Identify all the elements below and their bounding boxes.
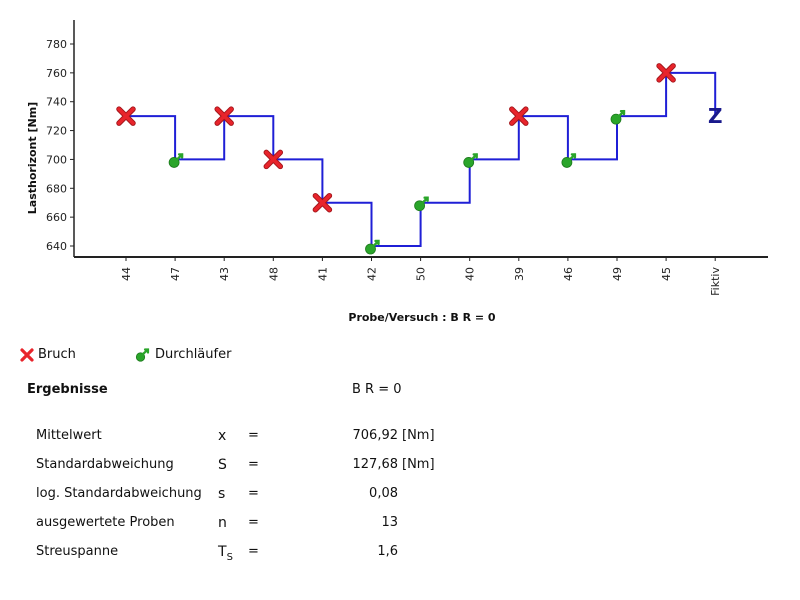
series-markers: Z: [116, 63, 723, 255]
x-axis-title: Probe/Versuch : B R = 0: [348, 311, 496, 324]
x-tick-label: 41: [316, 267, 329, 281]
result-unit: [Nm]: [402, 428, 435, 443]
fiktiv-z-marker: Z: [708, 104, 723, 128]
legend-item-bruch: Bruch: [20, 347, 76, 362]
series-line: [126, 71, 717, 247]
y-axis-title: Lasthorizont [Nm]: [26, 102, 39, 214]
durchlaeufer-marker: [561, 153, 577, 168]
durchlaeufer-marker: [463, 153, 478, 168]
x-tick-label: 39: [513, 267, 526, 281]
y-tick-label: 680: [46, 182, 67, 195]
x-tick-label: 42: [366, 267, 379, 281]
durchlaeufer-marker: [414, 196, 429, 212]
result-equals: =: [248, 486, 259, 501]
result-label: ausgewertete Proben: [36, 515, 175, 530]
x-tick-label: Fiktiv: [709, 267, 722, 296]
legend-label-durchlaeufer: Durchläufer: [155, 347, 232, 362]
x-tick-label: 50: [415, 267, 428, 281]
x-tick-label: 43: [218, 267, 231, 281]
bruch-marker: [116, 106, 136, 126]
x-tick-label: 40: [464, 267, 477, 281]
result-symbol: TS: [218, 544, 233, 563]
result-value: 706,92: [352, 428, 399, 443]
durchlaeufer-marker: [610, 109, 626, 125]
result-value: 0,08: [369, 486, 398, 501]
x-tick-label: 49: [611, 267, 624, 281]
y-tick-label: 720: [46, 125, 67, 138]
x-tick-label: 45: [660, 267, 673, 281]
result-label: Streuspanne: [36, 544, 119, 559]
svg-text:Z: Z: [708, 104, 723, 128]
y-tick-label: 700: [46, 153, 67, 166]
x-tick-label: 44: [120, 267, 133, 281]
result-label: Standardabweichung: [36, 457, 174, 472]
x-tick-label: 48: [267, 267, 280, 281]
green-runout-icon: [135, 347, 150, 362]
x-tick-label: 47: [169, 267, 182, 281]
bruch-marker: [656, 63, 676, 83]
legend-label-bruch: Bruch: [38, 347, 76, 362]
bruch-marker: [312, 192, 333, 213]
x-tick-label: 46: [562, 267, 575, 281]
result-unit: [Nm]: [402, 457, 435, 472]
result-symbol: n: [218, 515, 227, 531]
staircase-chart: 640 660 680 700 720 740 760 780 44 47 43 48 41 42 50 40…: [26, 20, 768, 324]
chart-axes: 640 660 680 700 720 740 760 780 44 47 43 48 41 42 50 40…: [46, 20, 768, 296]
result-symbol-subscript: S: [226, 551, 233, 563]
result-equals: =: [248, 428, 259, 443]
y-tick-label: 660: [46, 211, 67, 224]
y-tick-label: 740: [46, 96, 67, 109]
result-label: log. Standardabweichung: [36, 486, 202, 501]
result-value: 1,6: [377, 544, 398, 559]
result-equals: =: [248, 457, 259, 472]
bruch-marker: [214, 106, 234, 126]
y-tick-label: 640: [46, 240, 67, 253]
result-symbol: S: [218, 457, 227, 473]
y-tick-label: 780: [46, 38, 67, 51]
step-line: [126, 71, 717, 247]
result-value: 127,68: [352, 457, 399, 472]
result-equals: =: [248, 544, 259, 559]
result-value: 13: [381, 515, 398, 530]
results-title: Ergebnisse: [27, 382, 108, 397]
y-tick-label: 760: [46, 67, 67, 80]
durchlaeufer-marker: [365, 239, 380, 255]
red-x-icon: [20, 347, 34, 362]
durchlaeufer-marker: [168, 153, 184, 168]
result-symbol: s: [218, 486, 226, 502]
bruch-marker: [509, 106, 529, 126]
result-label: Mittelwert: [36, 428, 102, 443]
result-equals: =: [248, 515, 259, 530]
result-symbol: x: [218, 428, 227, 444]
bruch-marker: [263, 149, 284, 170]
legend-item-durchlaeufer: Durchläufer: [135, 347, 231, 362]
results-header: B R = 0: [352, 382, 402, 397]
